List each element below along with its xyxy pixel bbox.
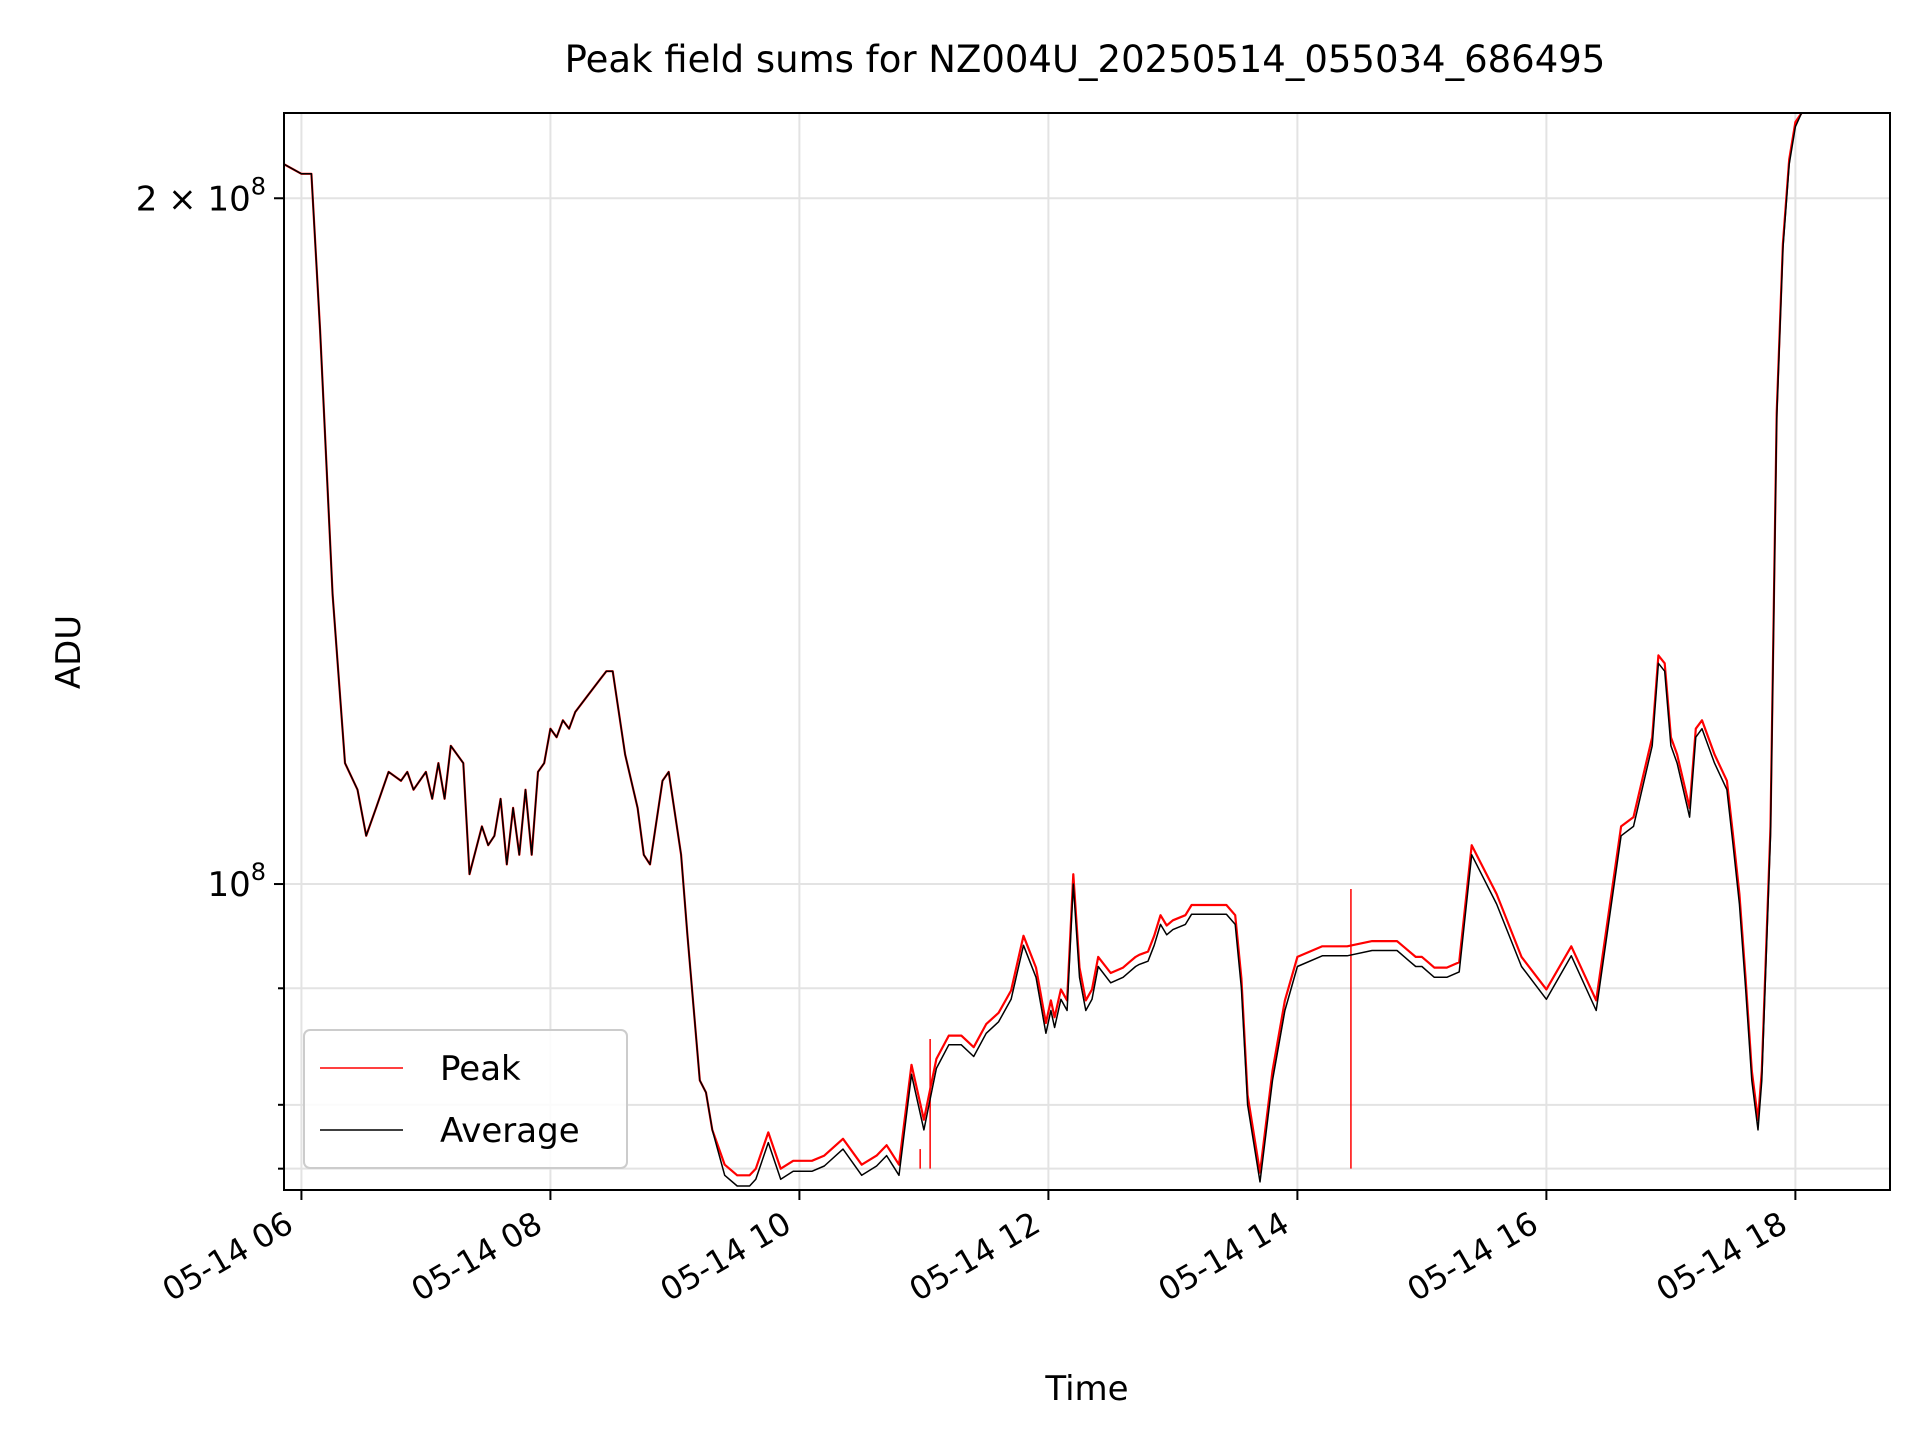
y-axis-label: ADU bbox=[49, 615, 89, 689]
y-tick-label: 108 bbox=[207, 858, 266, 905]
grid bbox=[284, 113, 1890, 1190]
x-tick-label: 05-14 12 bbox=[903, 1204, 1047, 1309]
plot-frame bbox=[283, 112, 1891, 1191]
y-axis: 108 2 × 108 bbox=[136, 172, 284, 1170]
x-tick-label: 05-14 14 bbox=[1152, 1204, 1296, 1309]
x-axis: 05-14 06 05-14 08 05-14 10 05-14 12 05-14 14… bbox=[156, 1190, 1797, 1309]
x-tick-label: 05-14 08 bbox=[405, 1204, 549, 1309]
x-tick-label: 05-14 10 bbox=[654, 1204, 798, 1309]
x-tick-label: 05-14 06 bbox=[156, 1204, 300, 1309]
chart-title: Peak field sums for NZ004U_20250514_0550… bbox=[565, 38, 1606, 81]
y-tick-label: 2 × 108 bbox=[136, 172, 266, 219]
legend-label-peak: Peak bbox=[440, 1049, 521, 1089]
plot-area bbox=[284, 113, 1803, 1187]
x-tick-label: 05-14 18 bbox=[1650, 1204, 1794, 1309]
legend-box bbox=[303, 1029, 628, 1169]
x-axis-label: Time bbox=[1044, 1369, 1128, 1409]
legend: Peak Average bbox=[303, 1029, 628, 1169]
x-tick-label: 05-14 16 bbox=[1401, 1204, 1545, 1309]
legend-label-average: Average bbox=[440, 1111, 580, 1151]
series-average-line bbox=[284, 113, 1803, 1187]
